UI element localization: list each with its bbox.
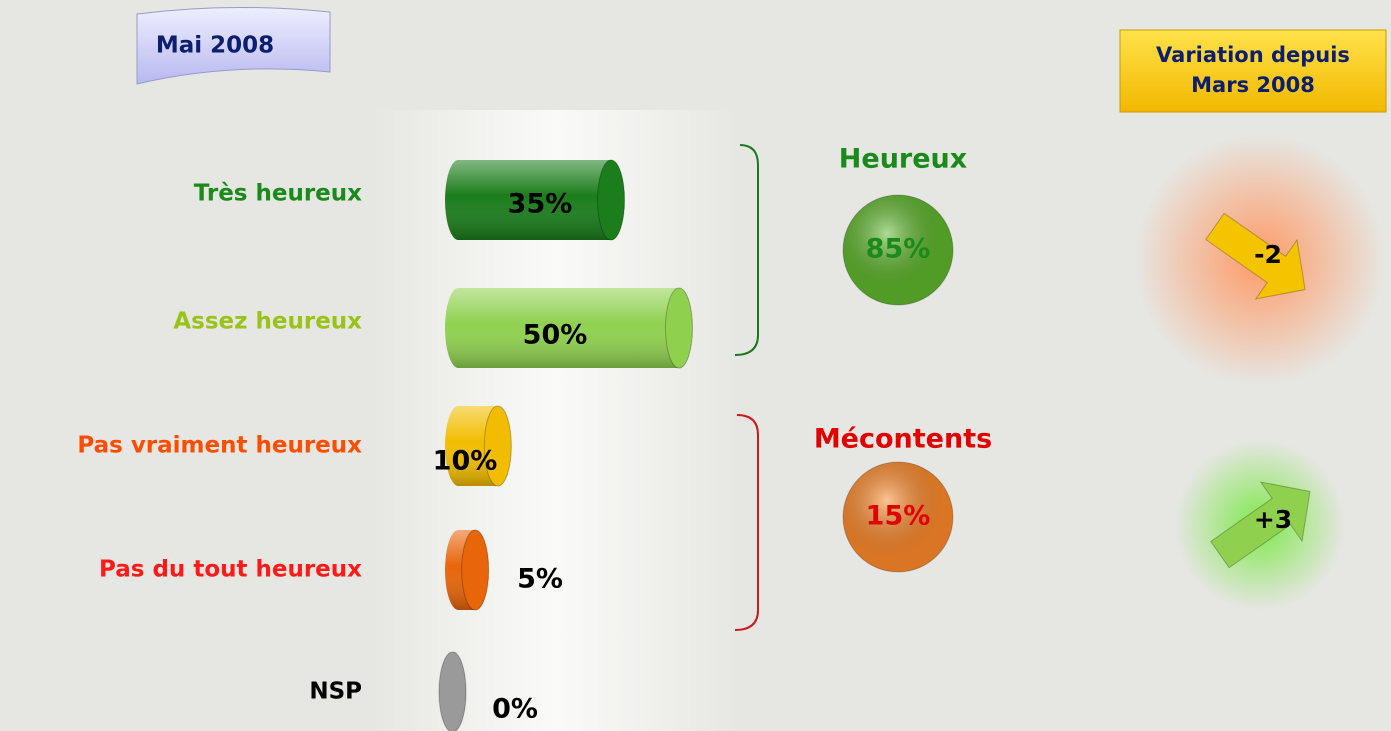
- variation-arrow: [1205, 212, 1306, 300]
- value-label: 50%: [523, 320, 588, 351]
- bar-cap: [483, 405, 512, 487]
- category-label: NSP: [309, 679, 362, 705]
- category-label: Très heureux: [194, 181, 362, 207]
- bracket: [734, 414, 759, 631]
- variation-title: Variation depuis Mars 2008: [1156, 43, 1350, 97]
- bar: [445, 287, 693, 369]
- group-value: 15%: [866, 501, 931, 532]
- bar-shade: [445, 288, 693, 368]
- value-label: 35%: [508, 189, 573, 220]
- bracket: [734, 144, 759, 356]
- category-label: Pas du tout heureux: [99, 557, 362, 583]
- variation-badge: [1119, 29, 1387, 113]
- bar-cap: [438, 651, 467, 731]
- bar: [445, 529, 490, 611]
- bar-cap: [665, 287, 693, 369]
- bar: [445, 405, 512, 487]
- variation-value: -2: [1254, 240, 1282, 269]
- group-shine: [843, 462, 953, 572]
- group-shine: [843, 195, 953, 305]
- bar-cap: [597, 159, 626, 241]
- group-name: Mécontents: [814, 424, 992, 455]
- group-name: Heureux: [839, 144, 967, 175]
- bar-shade: [445, 160, 625, 240]
- bar-cap: [461, 529, 490, 611]
- group-value: 85%: [866, 234, 931, 265]
- title-badge: [136, 6, 331, 85]
- category-label: Pas vraiment heureux: [77, 433, 362, 459]
- value-label: 10%: [433, 446, 498, 477]
- bar: [445, 159, 626, 241]
- category-label: Assez heureux: [173, 309, 362, 335]
- variation-value: +3: [1254, 505, 1292, 534]
- bar: [438, 651, 467, 731]
- chart-title: Mai 2008: [156, 33, 274, 59]
- value-label: 0%: [492, 694, 538, 725]
- variation-arrow: [1210, 481, 1311, 569]
- value-label: 5%: [517, 564, 563, 595]
